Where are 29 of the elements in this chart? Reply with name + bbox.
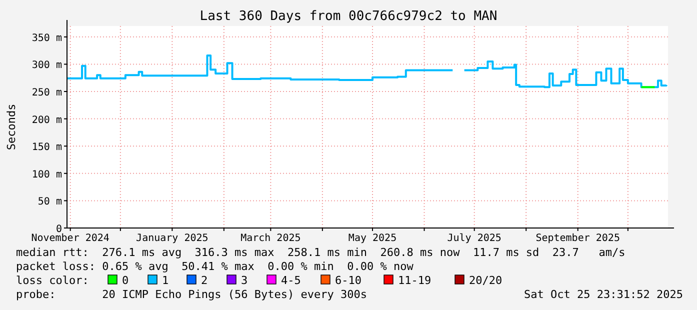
x-tick-label: May 2025	[348, 233, 397, 244]
y-tick-label: 100 m	[32, 169, 62, 180]
text: Sat Oct 25 23:31:52 2025	[524, 288, 683, 301]
x-tick-label: November 2024	[31, 233, 110, 244]
legend-label: 11-19	[398, 274, 432, 287]
legend-label: 4-5	[281, 274, 301, 287]
x-tick-label: July 2025	[447, 233, 502, 244]
legend-label: 3	[241, 274, 248, 287]
y-tick-label: 200 m	[32, 114, 62, 126]
legend-label: 6-10	[335, 274, 362, 287]
y-tick-label: 250 m	[32, 88, 62, 99]
y-axis-title: Seconds	[5, 104, 18, 150]
x-tick-label: March 2025	[240, 233, 301, 244]
text: packet loss: 0.65 % avg 50.41 % max 0.00 % min 0.00 % now	[16, 260, 414, 273]
legend-label: 20/20	[469, 274, 502, 287]
y-tick-label: 300 m	[32, 60, 62, 72]
y-tick-label: 50 m	[38, 196, 62, 208]
chart-title: Last 360 Days from 00c766c979c2 to MAN	[200, 9, 498, 24]
y-tick-label: 0	[56, 224, 62, 235]
legend-label: 1	[162, 274, 169, 287]
legend-label: 2	[201, 274, 208, 287]
y-tick-label: 150 m	[32, 142, 62, 154]
legend-title: loss color:	[16, 274, 89, 287]
x-tick-label: January 2025	[136, 233, 208, 244]
text: median rtt: 276.1 ms avg 316.3 ms max 258.1 ms min 260.8 ms now 11.7 ms sd 23.7 am/s	[16, 246, 626, 259]
y-tick-label: 350 m	[32, 32, 62, 44]
x-tick-label: September 2025	[536, 233, 620, 244]
legend-label: 0	[122, 274, 129, 287]
text: probe: 20 ICMP Echo Pings (56 Bytes) every 300s	[16, 288, 367, 301]
